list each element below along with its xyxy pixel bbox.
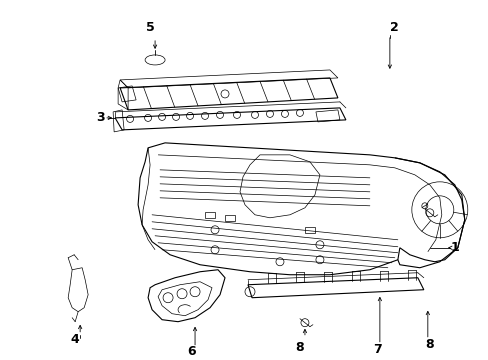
Text: 3: 3 xyxy=(96,111,104,125)
Text: 8: 8 xyxy=(425,338,433,351)
Text: 2: 2 xyxy=(390,22,398,35)
Bar xyxy=(224,215,235,221)
Text: 5: 5 xyxy=(145,22,154,35)
Text: 1: 1 xyxy=(449,241,458,254)
Text: 6: 6 xyxy=(187,345,196,358)
Text: 7: 7 xyxy=(373,343,382,356)
Text: 8: 8 xyxy=(295,341,304,354)
Text: 4: 4 xyxy=(71,333,80,346)
Bar xyxy=(305,227,314,233)
Bar xyxy=(204,212,215,218)
